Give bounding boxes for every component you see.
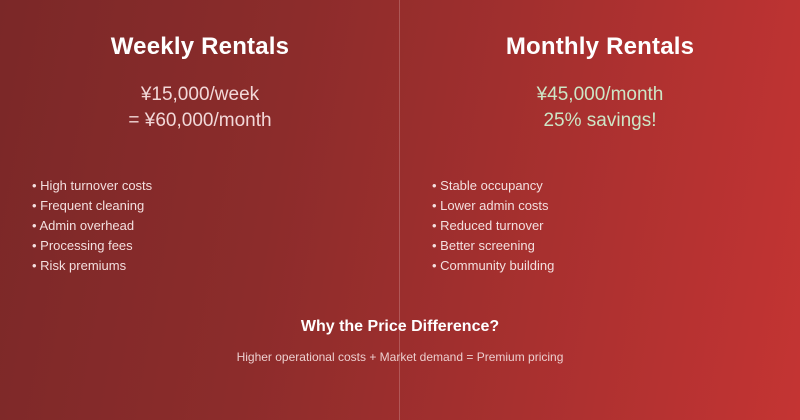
weekly-price-per-week: ¥15,000/week bbox=[140, 84, 260, 105]
monthly-rentals-column: Monthly Rentals ¥45,000/month 25% saving… bbox=[400, 0, 800, 276]
weekly-rentals-title: Weekly Rentals bbox=[110, 33, 290, 60]
list-item: • Processing fees bbox=[32, 238, 133, 253]
list-item: • Frequent cleaning bbox=[32, 198, 145, 213]
list-item: • Better screening bbox=[432, 238, 535, 253]
monthly-price: ¥45,000/month bbox=[536, 84, 664, 105]
list-item: • Stable occupancy bbox=[432, 178, 543, 193]
list-item: • Admin overhead bbox=[32, 218, 135, 233]
monthly-benefits-list: • Stable occupancy • Lower admin costs • R… bbox=[400, 176, 800, 276]
list-item: • Reduced turnover bbox=[432, 218, 544, 233]
list-item: • Community building bbox=[432, 258, 555, 273]
monthly-price-block: ¥45,000/month 25% savings! bbox=[400, 82, 800, 134]
list-item: • Risk premiums bbox=[32, 258, 127, 273]
list-item: • Lower admin costs bbox=[432, 198, 549, 213]
columns-container: Weekly Rentals ¥15,000/week = ¥60,000/mo… bbox=[0, 0, 800, 276]
monthly-rentals-title: Monthly Rentals bbox=[505, 33, 695, 60]
column-divider bbox=[399, 0, 400, 420]
footer-subtitle: Higher operational costs + Market demand… bbox=[236, 350, 564, 364]
weekly-drawbacks-list: • High turnover costs • Frequent cleaning… bbox=[0, 176, 400, 276]
weekly-rentals-column: Weekly Rentals ¥15,000/week = ¥60,000/mo… bbox=[0, 0, 400, 276]
weekly-price-per-month-equivalent: = ¥60,000/month bbox=[128, 110, 272, 131]
list-item: • High turnover costs bbox=[32, 178, 153, 193]
monthly-savings: 25% savings! bbox=[543, 110, 657, 131]
weekly-price-block: ¥15,000/week = ¥60,000/month bbox=[0, 82, 400, 134]
footer-title: Why the Price Difference? bbox=[300, 318, 500, 335]
footer-explanation: Why the Price Difference? Higher operati… bbox=[0, 318, 800, 364]
